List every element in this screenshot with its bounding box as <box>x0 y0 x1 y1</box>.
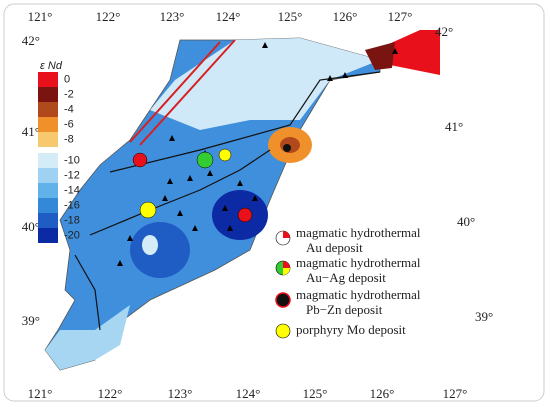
colorbar-segment <box>38 198 58 213</box>
colorbar-segment <box>38 117 58 132</box>
longitude-label: 126° <box>333 9 358 24</box>
latitude-label: 39° <box>475 309 493 324</box>
colorbar-segment <box>38 87 58 102</box>
legend-label: magmatic hydrothermal <box>296 287 421 302</box>
colorbar-tick-label: -2 <box>64 88 74 100</box>
longitude-label: 125° <box>303 386 328 401</box>
longitude-label: 126° <box>370 386 395 401</box>
high-zone <box>380 30 440 75</box>
latitude-label: 42° <box>435 24 453 39</box>
colorbar-segment <box>38 213 58 228</box>
deposit-symbols <box>132 144 291 223</box>
legend-label: Pb−Zn deposit <box>306 302 383 317</box>
colorbar-segment <box>38 132 58 147</box>
latitude-label: 40° <box>22 219 40 234</box>
longitude-label: 124° <box>236 386 261 401</box>
colorbar-tick-label: -4 <box>64 103 74 115</box>
colorbar-tick-label: 0 <box>64 73 70 85</box>
boundary-line <box>74 71 381 331</box>
longitude-label: 121° <box>28 386 53 401</box>
longitude-label: 127° <box>443 386 468 401</box>
colorbar-segment <box>38 153 58 168</box>
colorbar-title: ε Nd <box>40 60 63 72</box>
colorbar-tick-label: -10 <box>64 154 80 166</box>
longitude-label: 122° <box>98 386 123 401</box>
legend-label: Au deposit <box>306 240 363 255</box>
longitude-label: 127° <box>388 9 413 24</box>
light-zone <box>142 235 158 255</box>
fault-line <box>129 39 236 146</box>
colorbar-segment <box>38 168 58 183</box>
latitude-label: 42° <box>22 33 40 48</box>
latitude-label: 40° <box>457 214 475 229</box>
colorbar-segment <box>38 183 58 198</box>
longitude-label: 124° <box>216 9 241 24</box>
longitude-label: 121° <box>28 9 53 24</box>
longitude-label: 123° <box>160 9 185 24</box>
legend-label: magmatic hydrothermal <box>296 255 421 270</box>
high-zone <box>365 42 395 70</box>
colorbar-segment <box>38 72 58 87</box>
low-zone <box>130 222 190 278</box>
colorbar-segment <box>38 228 58 243</box>
colorbar-tick-label: -8 <box>64 133 74 145</box>
light-zone <box>45 305 130 370</box>
colorbar-tick-label: -6 <box>64 118 74 130</box>
legend-label: porphyry Mo deposit <box>296 322 406 337</box>
longitude-label: 122° <box>96 9 121 24</box>
latitude-label: 39° <box>22 313 40 328</box>
colorbar-tick-label: -18 <box>64 214 80 226</box>
legend-symbols <box>275 230 291 339</box>
colorbar-tick-label: -14 <box>64 184 80 196</box>
legend-label: Au−Ag deposit <box>306 270 386 285</box>
colorbar-tick-label: -16 <box>64 199 80 211</box>
longitude-label: 125° <box>278 9 303 24</box>
latitude-label: 41° <box>22 124 40 139</box>
legend-label: magmatic hydrothermal <box>296 225 421 240</box>
light-zone <box>150 38 380 130</box>
colorbar-tick-label: -12 <box>64 169 80 181</box>
colorbar-segment <box>38 102 58 117</box>
latitude-label: 41° <box>445 119 463 134</box>
colorbar-tick-label: -20 <box>64 229 80 241</box>
longitude-label: 123° <box>168 386 193 401</box>
